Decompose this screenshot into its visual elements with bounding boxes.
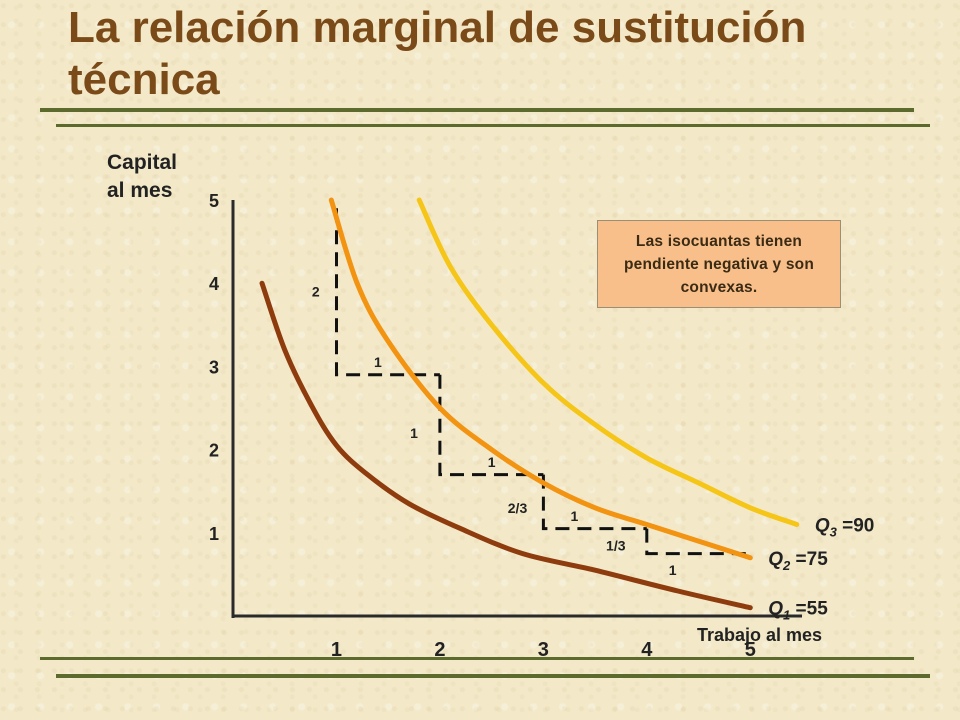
mrts-step-line bbox=[541, 474, 647, 531]
title-rule-lower bbox=[56, 124, 930, 127]
mrts-step-label: 1 bbox=[410, 425, 418, 441]
y-axis-title: al mes bbox=[107, 179, 172, 202]
series-label-q1: Q1 =55 bbox=[768, 599, 828, 623]
series-label-q2: Q2 =75 bbox=[768, 549, 828, 573]
footer-rule-upper bbox=[40, 657, 914, 660]
y-axis-title: Capital bbox=[107, 151, 177, 174]
x-tick-label: 5 bbox=[745, 639, 756, 661]
x-tick-label: 4 bbox=[641, 639, 653, 661]
mrts-step-label: 1 bbox=[669, 562, 677, 578]
isoquant-curves bbox=[259, 197, 800, 611]
isoquant-note: Las isocuantas tienen pendiente negativa… bbox=[597, 220, 841, 308]
mrts-step-line bbox=[335, 208, 440, 377]
y-tick-label: 5 bbox=[209, 191, 219, 211]
slide-title: La relación marginal de sustitución técn… bbox=[68, 3, 807, 104]
x-tick-label: 1 bbox=[331, 639, 342, 661]
y-tick-label: 3 bbox=[209, 357, 219, 377]
x-axis-title: Trabajo al mes bbox=[697, 625, 822, 645]
isoquant-q2 bbox=[328, 197, 753, 561]
chart-axes bbox=[231, 200, 802, 618]
x-tick-label: 2 bbox=[434, 639, 445, 661]
isoquant-q1 bbox=[259, 280, 753, 611]
mrts-step-label: 1/3 bbox=[606, 537, 626, 553]
mrts-step-label: 1 bbox=[571, 508, 579, 524]
x-tick-label: 3 bbox=[538, 639, 549, 661]
mrts-step-label: 2 bbox=[312, 284, 320, 300]
y-tick-label: 1 bbox=[209, 524, 219, 544]
y-tick-label: 4 bbox=[209, 274, 219, 294]
series-label-q3: Q3 =90 bbox=[815, 515, 875, 539]
footer-rule-lower bbox=[56, 674, 930, 678]
title-rule-upper bbox=[40, 108, 914, 112]
mrts-step-label: 1 bbox=[374, 354, 382, 370]
isoquant-q3 bbox=[416, 197, 800, 527]
mrts-step-line bbox=[645, 528, 751, 556]
mrts-step-label: 1 bbox=[488, 454, 496, 470]
y-tick-label: 2 bbox=[209, 441, 219, 461]
chart-labels: 1 2 3 4 5 1 2 3 4 5 Capital al mes Trabajo al mes 2 1 1… bbox=[107, 151, 874, 661]
mrts-step-label: 2/3 bbox=[508, 500, 528, 516]
